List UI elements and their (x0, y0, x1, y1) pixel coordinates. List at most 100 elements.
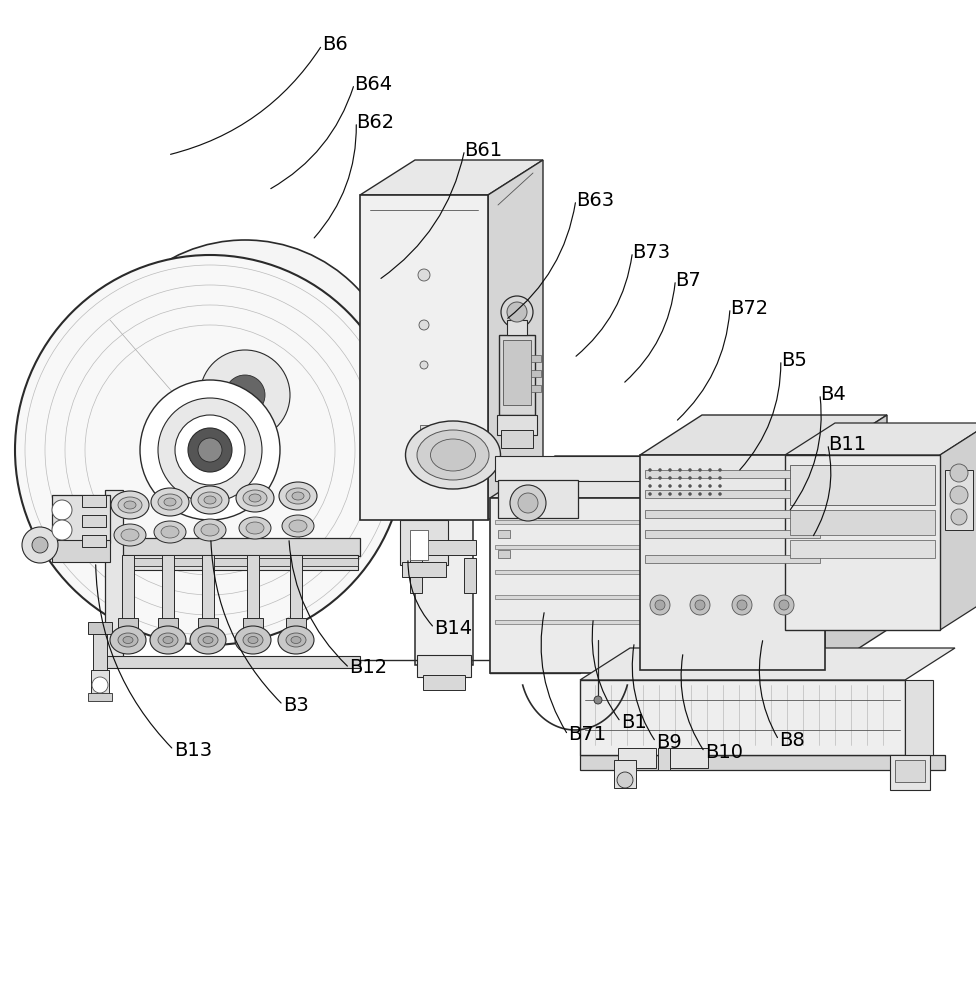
Bar (790, 510, 935, 535)
Polygon shape (825, 415, 887, 670)
Ellipse shape (124, 501, 136, 509)
Ellipse shape (249, 494, 261, 502)
Ellipse shape (203, 637, 213, 644)
Text: B71: B71 (568, 726, 606, 744)
Bar (495, 595, 740, 599)
Bar (198, 618, 218, 630)
Ellipse shape (291, 637, 301, 644)
Ellipse shape (292, 492, 304, 500)
Ellipse shape (111, 491, 149, 519)
Bar (420, 425, 468, 443)
Circle shape (92, 677, 108, 693)
Text: B1: B1 (621, 712, 646, 732)
Text: B61: B61 (465, 140, 503, 159)
Ellipse shape (123, 637, 133, 644)
Bar (490, 498, 745, 673)
Polygon shape (490, 456, 810, 498)
Circle shape (15, 255, 405, 645)
Polygon shape (940, 423, 976, 630)
Circle shape (737, 600, 747, 610)
Bar (105, 490, 123, 665)
Text: B6: B6 (322, 35, 347, 54)
Circle shape (420, 361, 428, 369)
Bar (503, 340, 531, 405)
Bar (495, 545, 740, 549)
Text: B3: B3 (283, 696, 308, 715)
Ellipse shape (198, 633, 218, 647)
Ellipse shape (198, 492, 222, 508)
Circle shape (648, 468, 652, 472)
Bar (415, 415, 473, 665)
Ellipse shape (417, 430, 489, 480)
Ellipse shape (204, 496, 216, 504)
Bar (645, 530, 820, 538)
Circle shape (669, 468, 671, 472)
Bar (895, 760, 925, 782)
Bar (645, 470, 820, 478)
Circle shape (419, 320, 429, 330)
Ellipse shape (118, 633, 138, 647)
Circle shape (699, 485, 702, 488)
Circle shape (52, 520, 72, 540)
Ellipse shape (235, 626, 271, 654)
Text: B63: B63 (576, 190, 614, 210)
Circle shape (774, 595, 794, 615)
Circle shape (699, 468, 702, 472)
Bar (531, 385, 541, 392)
Circle shape (225, 375, 265, 415)
Bar (290, 555, 302, 620)
Bar (790, 465, 935, 505)
Circle shape (140, 380, 280, 520)
Circle shape (90, 240, 400, 550)
Bar (658, 748, 670, 770)
Text: B72: B72 (730, 298, 768, 318)
Ellipse shape (161, 526, 179, 538)
Ellipse shape (163, 637, 173, 644)
Bar (890, 755, 930, 790)
Bar (498, 530, 510, 538)
Bar (495, 620, 740, 624)
Circle shape (198, 438, 222, 462)
Circle shape (594, 696, 602, 704)
Bar (82, 495, 106, 507)
Circle shape (659, 492, 662, 495)
Bar (498, 480, 578, 518)
Bar (105, 656, 360, 668)
Bar (945, 470, 973, 530)
Bar (110, 555, 358, 570)
Ellipse shape (158, 633, 178, 647)
Bar (93, 630, 107, 675)
Circle shape (158, 398, 262, 502)
Circle shape (52, 500, 72, 520)
Polygon shape (745, 456, 810, 673)
Bar (400, 520, 448, 565)
Bar (162, 555, 174, 620)
Text: B64: B64 (354, 75, 392, 94)
Polygon shape (580, 648, 955, 680)
Bar (423, 675, 465, 690)
Bar (410, 558, 422, 593)
Bar (580, 680, 905, 755)
Polygon shape (360, 160, 543, 195)
Bar (640, 455, 825, 670)
Circle shape (718, 468, 721, 472)
Ellipse shape (191, 486, 229, 514)
Bar (670, 748, 708, 768)
Bar (531, 370, 541, 377)
Bar (247, 555, 259, 620)
Circle shape (688, 477, 692, 480)
Bar (52, 495, 110, 543)
Bar (410, 540, 476, 555)
Circle shape (32, 537, 48, 553)
Bar (531, 355, 541, 362)
Circle shape (669, 485, 671, 488)
Ellipse shape (154, 521, 186, 543)
Ellipse shape (239, 517, 271, 539)
Bar (82, 535, 106, 547)
Bar (645, 490, 820, 498)
Circle shape (709, 468, 712, 472)
Bar (501, 430, 533, 448)
Bar (118, 618, 138, 630)
Bar (790, 540, 935, 558)
Ellipse shape (248, 637, 258, 644)
